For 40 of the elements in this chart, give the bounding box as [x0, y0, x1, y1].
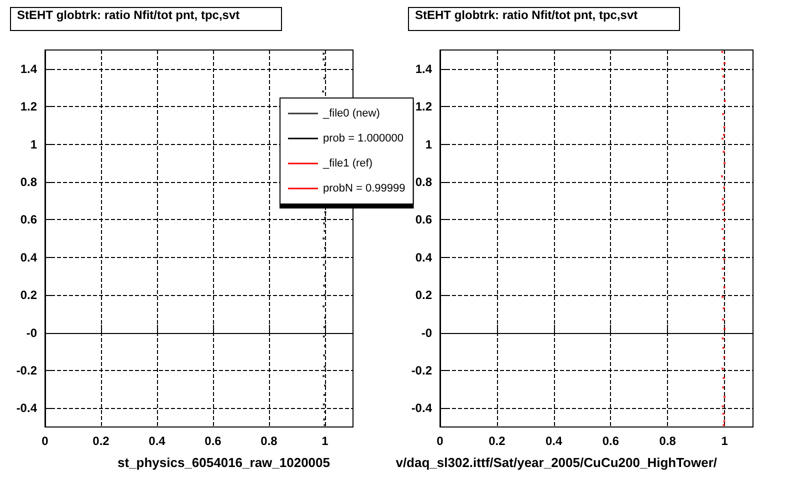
chart-title: StEHT globtrk: ratio Nfit/tot pnt, tpc,svt	[10, 7, 282, 31]
x-tick-label: 0.2	[92, 434, 110, 448]
y-tick-label: 0.2	[415, 288, 432, 302]
y-tick-label: 1.2	[415, 100, 432, 114]
x-tick-label: 1	[322, 434, 329, 448]
y-tick-label: 1.4	[20, 62, 38, 76]
x-tick-label: 0.4	[545, 434, 562, 448]
y-tick-label: 0.6	[415, 212, 432, 227]
x-tick-label: 0	[436, 434, 444, 448]
y-tick-label: 0.8	[20, 174, 38, 189]
legend-label: _file0 (new)	[322, 108, 380, 120]
y-tick-label: 0.6	[20, 212, 38, 227]
chart-title: StEHT globtrk: ratio Nfit/tot pnt, tpc,svt	[408, 7, 680, 31]
y-tick-label: 1.2	[20, 100, 38, 114]
y-tick-label: 0.4	[415, 250, 432, 264]
y-tick-label: -0.2	[411, 363, 432, 378]
x-tick-label: 1	[721, 434, 728, 448]
x-axis-title: st_physics_6054016_raw_1020005	[117, 455, 330, 470]
legend-label: _file1 (ref)	[322, 158, 373, 170]
x-tick-label: 0.8	[659, 434, 676, 448]
legend-label: probN = 0.99999	[323, 182, 406, 194]
y-tick-label: 0.2	[20, 288, 38, 302]
y-tick-label: -0	[421, 326, 432, 340]
x-axis-title: v/daq_sl302.ittf/Sat/year_2005/CuCu200_HighTower/	[396, 455, 717, 470]
x-tick-label: 0	[42, 434, 49, 448]
x-tick-label: 0.4	[148, 434, 166, 448]
y-tick-label: 0.8	[415, 174, 432, 189]
y-tick-label: 1	[30, 137, 38, 152]
x-tick-label: 0.6	[602, 434, 620, 448]
y-tick-label: -0.4	[16, 401, 38, 416]
y-tick-label: -0.4	[411, 401, 432, 416]
legend-label: prob = 1.000000	[323, 132, 404, 144]
x-tick-label: 0.8	[260, 434, 278, 448]
y-tick-label: 1.4	[415, 62, 432, 76]
y-tick-label: -0.2	[16, 363, 38, 378]
x-tick-label: 0.2	[488, 434, 506, 448]
y-tick-label: 0.4	[20, 250, 38, 264]
y-tick-label: -0	[26, 326, 38, 340]
y-tick-label: 1	[425, 137, 432, 152]
x-tick-label: 0.6	[204, 434, 222, 448]
